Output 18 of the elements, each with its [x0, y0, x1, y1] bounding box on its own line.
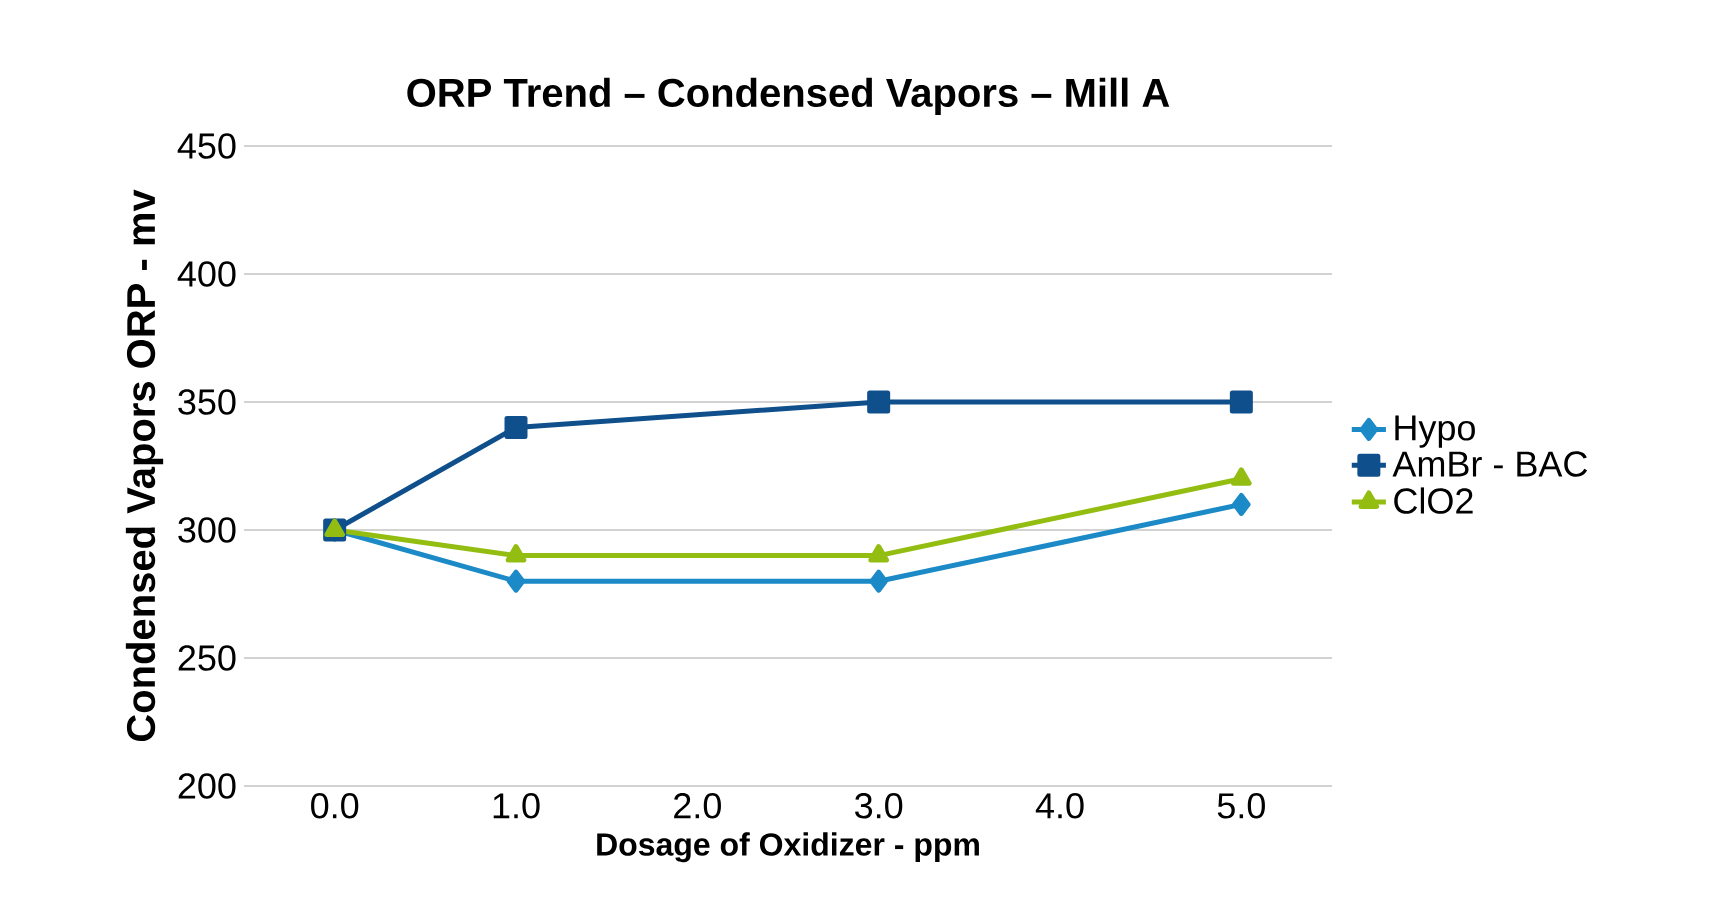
- y-tick-label: 350: [178, 389, 236, 415]
- legend-label: AmBr - BAC: [1392, 451, 1588, 477]
- y-tick-label: 250: [178, 645, 236, 671]
- x-tick-label: 5.0: [1217, 793, 1265, 819]
- x-tick-label: 4.0: [1035, 793, 1084, 819]
- legend-label: ClO2: [1394, 487, 1473, 514]
- legend-label: Hypo: [1395, 415, 1475, 448]
- x-axis-title: Dosage of Oxidizer - ppm: [597, 832, 979, 863]
- y-tick-label: 300: [178, 517, 236, 543]
- x-tick-label: 1.0: [493, 793, 540, 819]
- x-tick-label: 0.0: [311, 793, 359, 819]
- y-axis-title: Condensed Vapors ORP - mv: [125, 189, 164, 742]
- x-tick-label: 3.0: [855, 793, 903, 819]
- x-tick-label: 2.0: [674, 793, 721, 819]
- chart-title: ORP Trend – Condensed Vapors – Mill A: [407, 77, 1170, 115]
- y-tick-label: 400: [177, 261, 236, 287]
- y-tick-label: 450: [177, 133, 236, 159]
- y-tick-label: 200: [178, 773, 236, 799]
